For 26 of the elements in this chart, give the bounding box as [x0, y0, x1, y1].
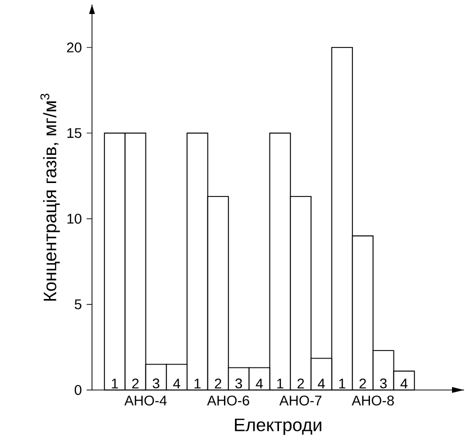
series-label: 3 — [152, 378, 160, 388]
x-tick-label: АНО-6 — [207, 396, 250, 406]
y-axis-title: Концентрація газів, мг/м$^{3}$ — [40, 94, 60, 301]
text: 1 — [339, 378, 346, 388]
text: 3 — [380, 378, 387, 388]
y-tick-label: 10 — [67, 214, 82, 224]
text: 2 — [360, 378, 366, 388]
series-label: 4 — [173, 378, 180, 388]
series-label: 2 — [132, 378, 139, 388]
text: 3 — [235, 378, 242, 388]
x-tick-label: АНО-4 — [124, 396, 167, 406]
text: 2 — [298, 378, 304, 388]
text: 4 — [318, 378, 325, 388]
y-tick-label: 15 — [67, 128, 82, 138]
x-axis-title: Електроди — [234, 418, 322, 435]
text: 4 — [256, 378, 263, 388]
text: 4 — [400, 378, 408, 388]
y-tick-label: 5 — [74, 299, 82, 310]
x-tick-label: АНО-7 — [279, 396, 322, 406]
text: 2 — [214, 378, 222, 388]
x-tick-label: АНО-8 — [352, 396, 394, 406]
y-tick-label: 20 — [67, 42, 82, 52]
text: 1 — [194, 378, 201, 388]
text: 1 — [277, 378, 284, 388]
y-tick-label: 0 — [74, 385, 82, 395]
series-label: 1 — [112, 378, 118, 388]
